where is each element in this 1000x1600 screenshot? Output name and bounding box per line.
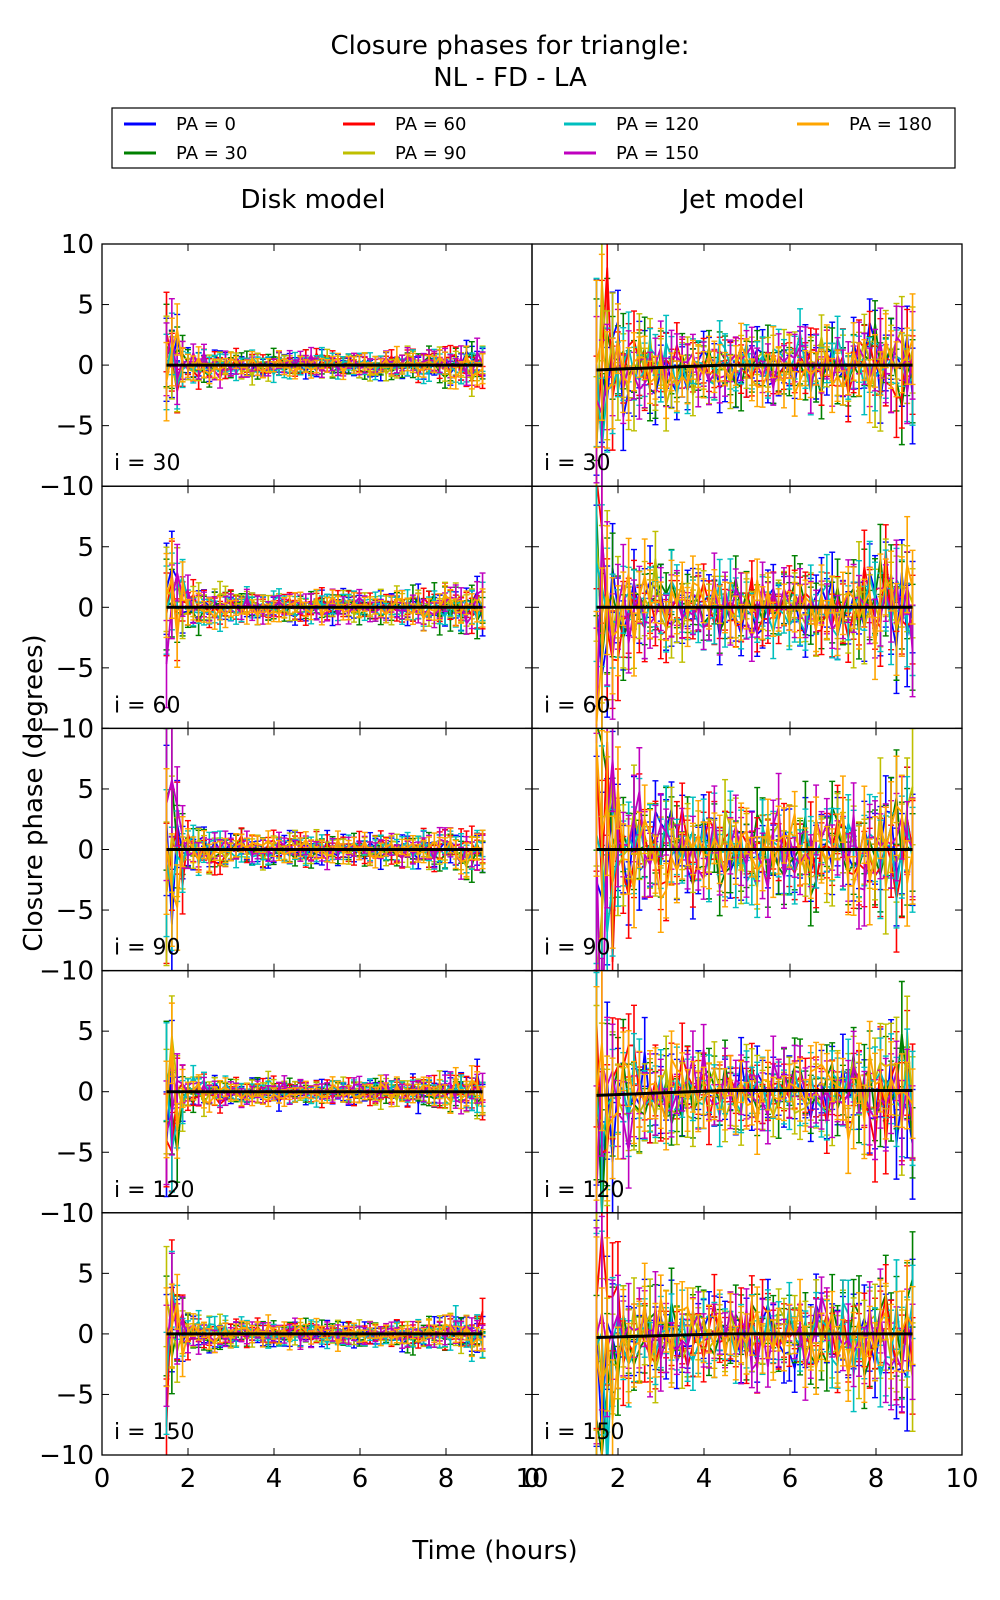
legend-entry: PA = 60: [343, 114, 466, 135]
series-line: [165, 836, 483, 908]
inclination-label: i = 90: [114, 936, 181, 961]
series-line: [165, 578, 484, 639]
series-pa-0: [163, 1019, 486, 1198]
series-pa-60: [163, 781, 486, 965]
panel: i = 30: [101, 243, 533, 487]
legend-label: PA = 150: [616, 143, 699, 164]
figure-title-line2: NL - FD - LA: [433, 63, 587, 93]
series-pa-150: [163, 1053, 486, 1186]
legend-label: PA = 30: [176, 143, 247, 164]
legend-label: PA = 60: [395, 114, 466, 135]
inclination-label: i = 30: [114, 451, 181, 476]
panel: i = 120: [101, 969, 533, 1214]
panel: i = 60: [101, 485, 533, 730]
series-line: [165, 572, 484, 665]
inclination-label: i = 60: [114, 693, 181, 718]
series-line: [165, 574, 484, 621]
legend-label: PA = 180: [849, 114, 932, 135]
legend-entry: PA = 150: [564, 143, 699, 164]
panel: i = 90: [101, 727, 533, 972]
legend-entry: PA = 0: [124, 114, 236, 135]
legend: PA = 0 PA = 30 PA = 60 PA = 90 PA = 120 PA = …: [111, 107, 956, 169]
legend-entry: PA = 90: [343, 143, 466, 164]
figure-title-line1: Closure phases for triangle:: [331, 31, 690, 61]
legend-label: PA = 90: [395, 143, 466, 164]
legend-entry: PA = 180: [797, 114, 932, 135]
series-pa-150: [163, 543, 486, 709]
legend-label: PA = 120: [616, 114, 699, 135]
series-pa-60: [163, 291, 486, 414]
column-title: Jet model: [679, 185, 804, 215]
legend-entry: PA = 30: [124, 143, 247, 164]
legend-box: [111, 107, 956, 169]
column-title: Disk model: [240, 185, 385, 215]
legend-label: PA = 0: [176, 114, 236, 135]
legend-entry: PA = 120: [564, 114, 699, 135]
